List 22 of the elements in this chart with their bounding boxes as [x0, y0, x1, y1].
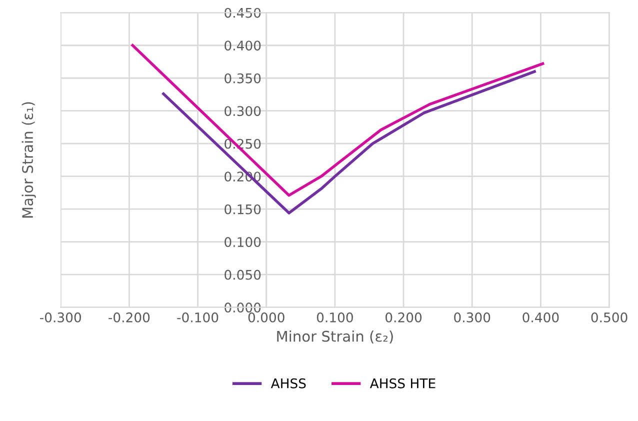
y-tick-label: 0.000 — [224, 302, 261, 313]
x-tick-label: 0.200 — [386, 312, 422, 322]
x-tick-label: -0.300 — [40, 312, 81, 322]
x-tick-label: 0.500 — [591, 312, 628, 322]
y-tick-label: 0.450 — [224, 8, 261, 18]
y-tick-label: 0.300 — [224, 106, 261, 116]
line-series — [162, 70, 536, 214]
y-tick-label: 0.350 — [224, 73, 261, 84]
y-tick-label: 0.100 — [224, 237, 261, 248]
x-tick-label: -0.100 — [177, 312, 218, 322]
y-tick-label: 0.050 — [224, 270, 261, 280]
y-axis-title: Major Strain (ε₁) — [22, 102, 36, 218]
y-tick-label: 0.400 — [224, 40, 261, 51]
legend-label: AHSS — [270, 378, 306, 388]
x-tick-label: 0.100 — [316, 312, 353, 322]
x-tick-label: 0.300 — [454, 312, 490, 322]
y-tick-label: 0.150 — [224, 204, 261, 214]
x-tick-label: -0.200 — [108, 312, 150, 322]
x-tick-label: 0.400 — [522, 312, 559, 322]
legend-label: AHSS HTE — [370, 378, 436, 388]
x-axis-title: Minor Strain (ε₂) — [277, 330, 393, 344]
x-tick-label: 0.000 — [248, 312, 284, 322]
